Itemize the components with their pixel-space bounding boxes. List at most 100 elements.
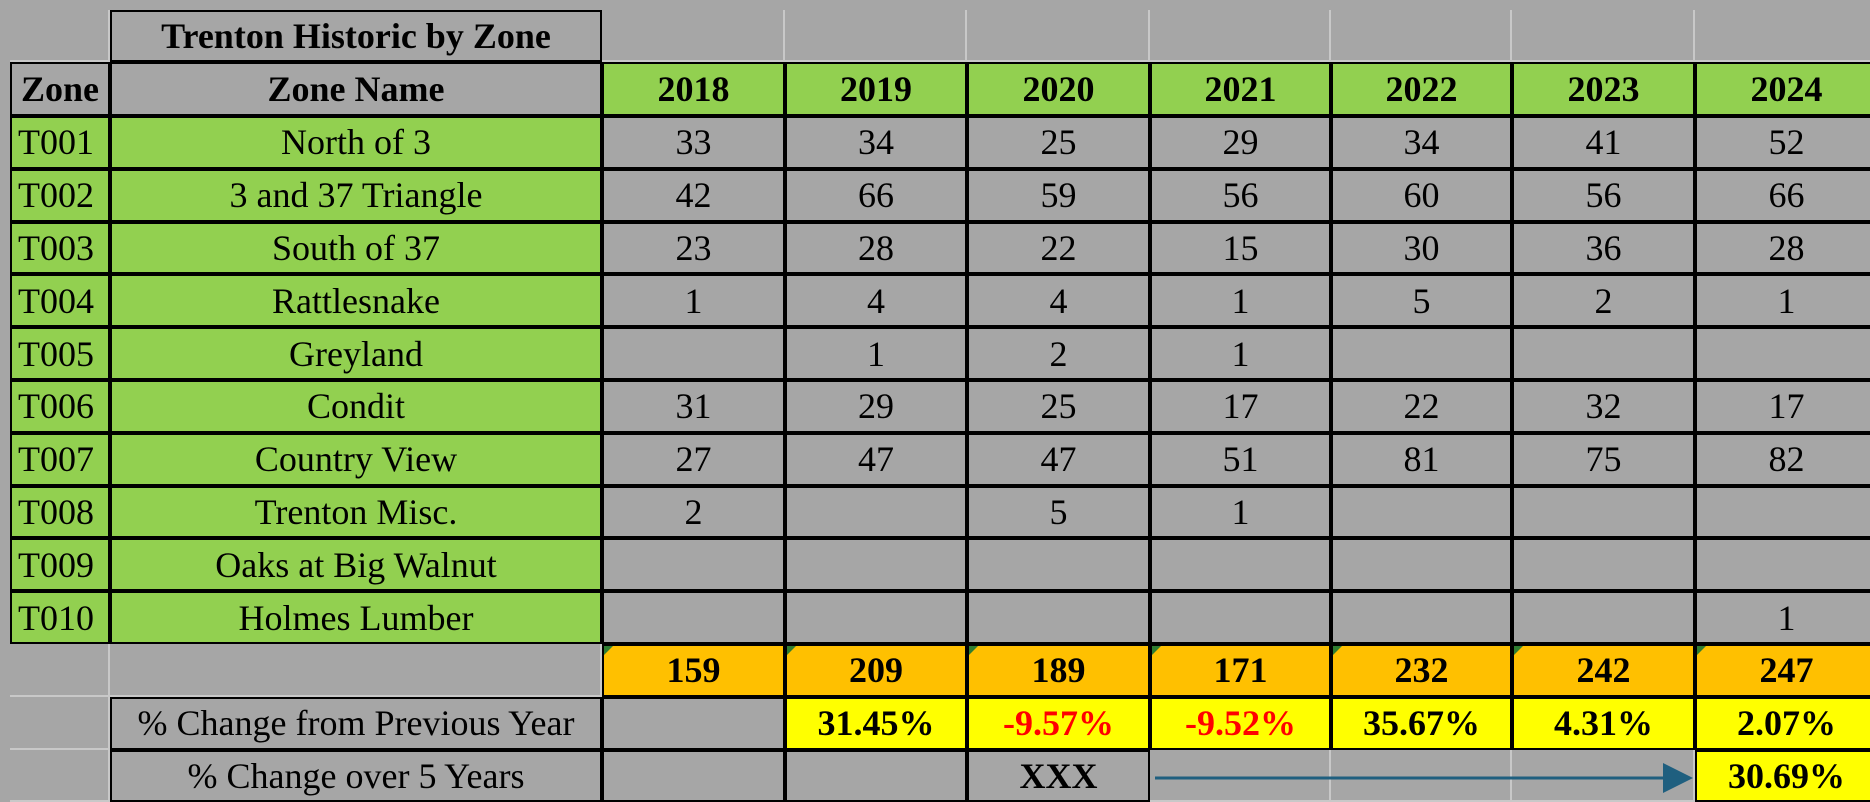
value-cell: 2: [967, 327, 1150, 380]
value-cell: [1512, 327, 1695, 380]
value-cell: [967, 538, 1150, 592]
zone-name: Condit: [110, 380, 602, 433]
zone-name: 3 and 37 Triangle: [110, 168, 602, 222]
value-cell: 66: [1695, 168, 1870, 222]
five-year-label: % Change over 5 Years: [110, 749, 602, 802]
table-title: Trenton Historic by Zone: [110, 10, 602, 62]
five-year-cell: 30.69%: [1695, 749, 1870, 802]
pct-change-cell: 4.31%: [1512, 696, 1695, 750]
zone-name: Country View: [110, 432, 602, 486]
empty-cell: [10, 749, 110, 802]
empty-cell: [602, 10, 785, 62]
value-cell: [602, 327, 785, 380]
total-cell: 159: [602, 644, 785, 697]
value-cell: 29: [785, 380, 967, 433]
value-cell: 17: [1150, 380, 1331, 433]
value-cell: 34: [785, 116, 967, 169]
value-cell: [602, 591, 785, 644]
value-cell: 5: [967, 485, 1150, 539]
value-cell: 17: [1695, 380, 1870, 433]
year-header: 2023: [1512, 62, 1695, 116]
empty-cell: [10, 10, 110, 62]
value-cell: [1512, 485, 1695, 539]
empty-cell: [1695, 10, 1870, 62]
zone-id: T009: [10, 538, 110, 592]
pct-change-label: % Change from Previous Year: [110, 696, 602, 750]
value-cell: [1150, 538, 1331, 592]
value-cell: [1331, 327, 1512, 380]
empty-cell: [10, 644, 110, 697]
year-header: 2022: [1331, 62, 1512, 116]
zone-name: North of 3: [110, 116, 602, 169]
five-year-cell: [1150, 749, 1331, 802]
five-year-cell: [785, 749, 967, 802]
value-cell: 5: [1331, 274, 1512, 328]
value-cell: 4: [967, 274, 1150, 328]
total-cell: 171: [1150, 644, 1331, 697]
value-cell: [1331, 485, 1512, 539]
value-cell: 75: [1512, 432, 1695, 486]
value-cell: 4: [785, 274, 967, 328]
empty-cell: [1512, 10, 1695, 62]
total-cell: 189: [967, 644, 1150, 697]
pct-change-cell: 31.45%: [785, 696, 967, 750]
zone-id: T006: [10, 380, 110, 433]
value-cell: 1: [1150, 485, 1331, 539]
zone-header: Zone: [10, 62, 110, 116]
value-cell: [1331, 538, 1512, 592]
pct-change-cell: 35.67%: [1331, 696, 1512, 750]
pct-change-cell: 2.07%: [1695, 696, 1870, 750]
year-header: 2018: [602, 62, 785, 116]
zone-id: T001: [10, 116, 110, 169]
value-cell: 28: [1695, 221, 1870, 275]
value-cell: 22: [967, 221, 1150, 275]
year-header: 2020: [967, 62, 1150, 116]
value-cell: [785, 591, 967, 644]
zone-name: Holmes Lumber: [110, 591, 602, 644]
zone-id: T008: [10, 485, 110, 539]
pct-change-cell: -9.52%: [1150, 696, 1331, 750]
value-cell: [1512, 591, 1695, 644]
value-cell: 47: [967, 432, 1150, 486]
value-cell: 25: [967, 116, 1150, 169]
value-cell: 34: [1331, 116, 1512, 169]
empty-cell: [785, 10, 967, 62]
year-header: 2024: [1695, 62, 1870, 116]
empty-cell: [1150, 10, 1331, 62]
zone-name: South of 37: [110, 221, 602, 275]
value-cell: 42: [602, 168, 785, 222]
value-cell: 29: [1150, 116, 1331, 169]
value-cell: 36: [1512, 221, 1695, 275]
value-cell: 25: [967, 380, 1150, 433]
value-cell: 22: [1331, 380, 1512, 433]
value-cell: 1: [1695, 274, 1870, 328]
value-cell: 56: [1150, 168, 1331, 222]
value-cell: 30: [1331, 221, 1512, 275]
value-cell: [785, 485, 967, 539]
empty-cell: [967, 10, 1150, 62]
value-cell: 1: [1695, 591, 1870, 644]
zone-id: T004: [10, 274, 110, 328]
value-cell: [1695, 327, 1870, 380]
value-cell: 47: [785, 432, 967, 486]
zone-id: T007: [10, 432, 110, 486]
value-cell: 51: [1150, 432, 1331, 486]
zone-name: Trenton Misc.: [110, 485, 602, 539]
zone-name: Oaks at Big Walnut: [110, 538, 602, 592]
value-cell: 33: [602, 116, 785, 169]
value-cell: 66: [785, 168, 967, 222]
year-header: 2021: [1150, 62, 1331, 116]
five-year-cell: XXX: [967, 749, 1150, 802]
value-cell: 32: [1512, 380, 1695, 433]
value-cell: 1: [785, 327, 967, 380]
pct-change-cell: [602, 696, 785, 750]
value-cell: 52: [1695, 116, 1870, 169]
value-cell: [785, 538, 967, 592]
empty-cell: [10, 696, 110, 750]
value-cell: 60: [1331, 168, 1512, 222]
value-cell: [1695, 538, 1870, 592]
value-cell: [1150, 591, 1331, 644]
zone-id: T002: [10, 168, 110, 222]
value-cell: 59: [967, 168, 1150, 222]
